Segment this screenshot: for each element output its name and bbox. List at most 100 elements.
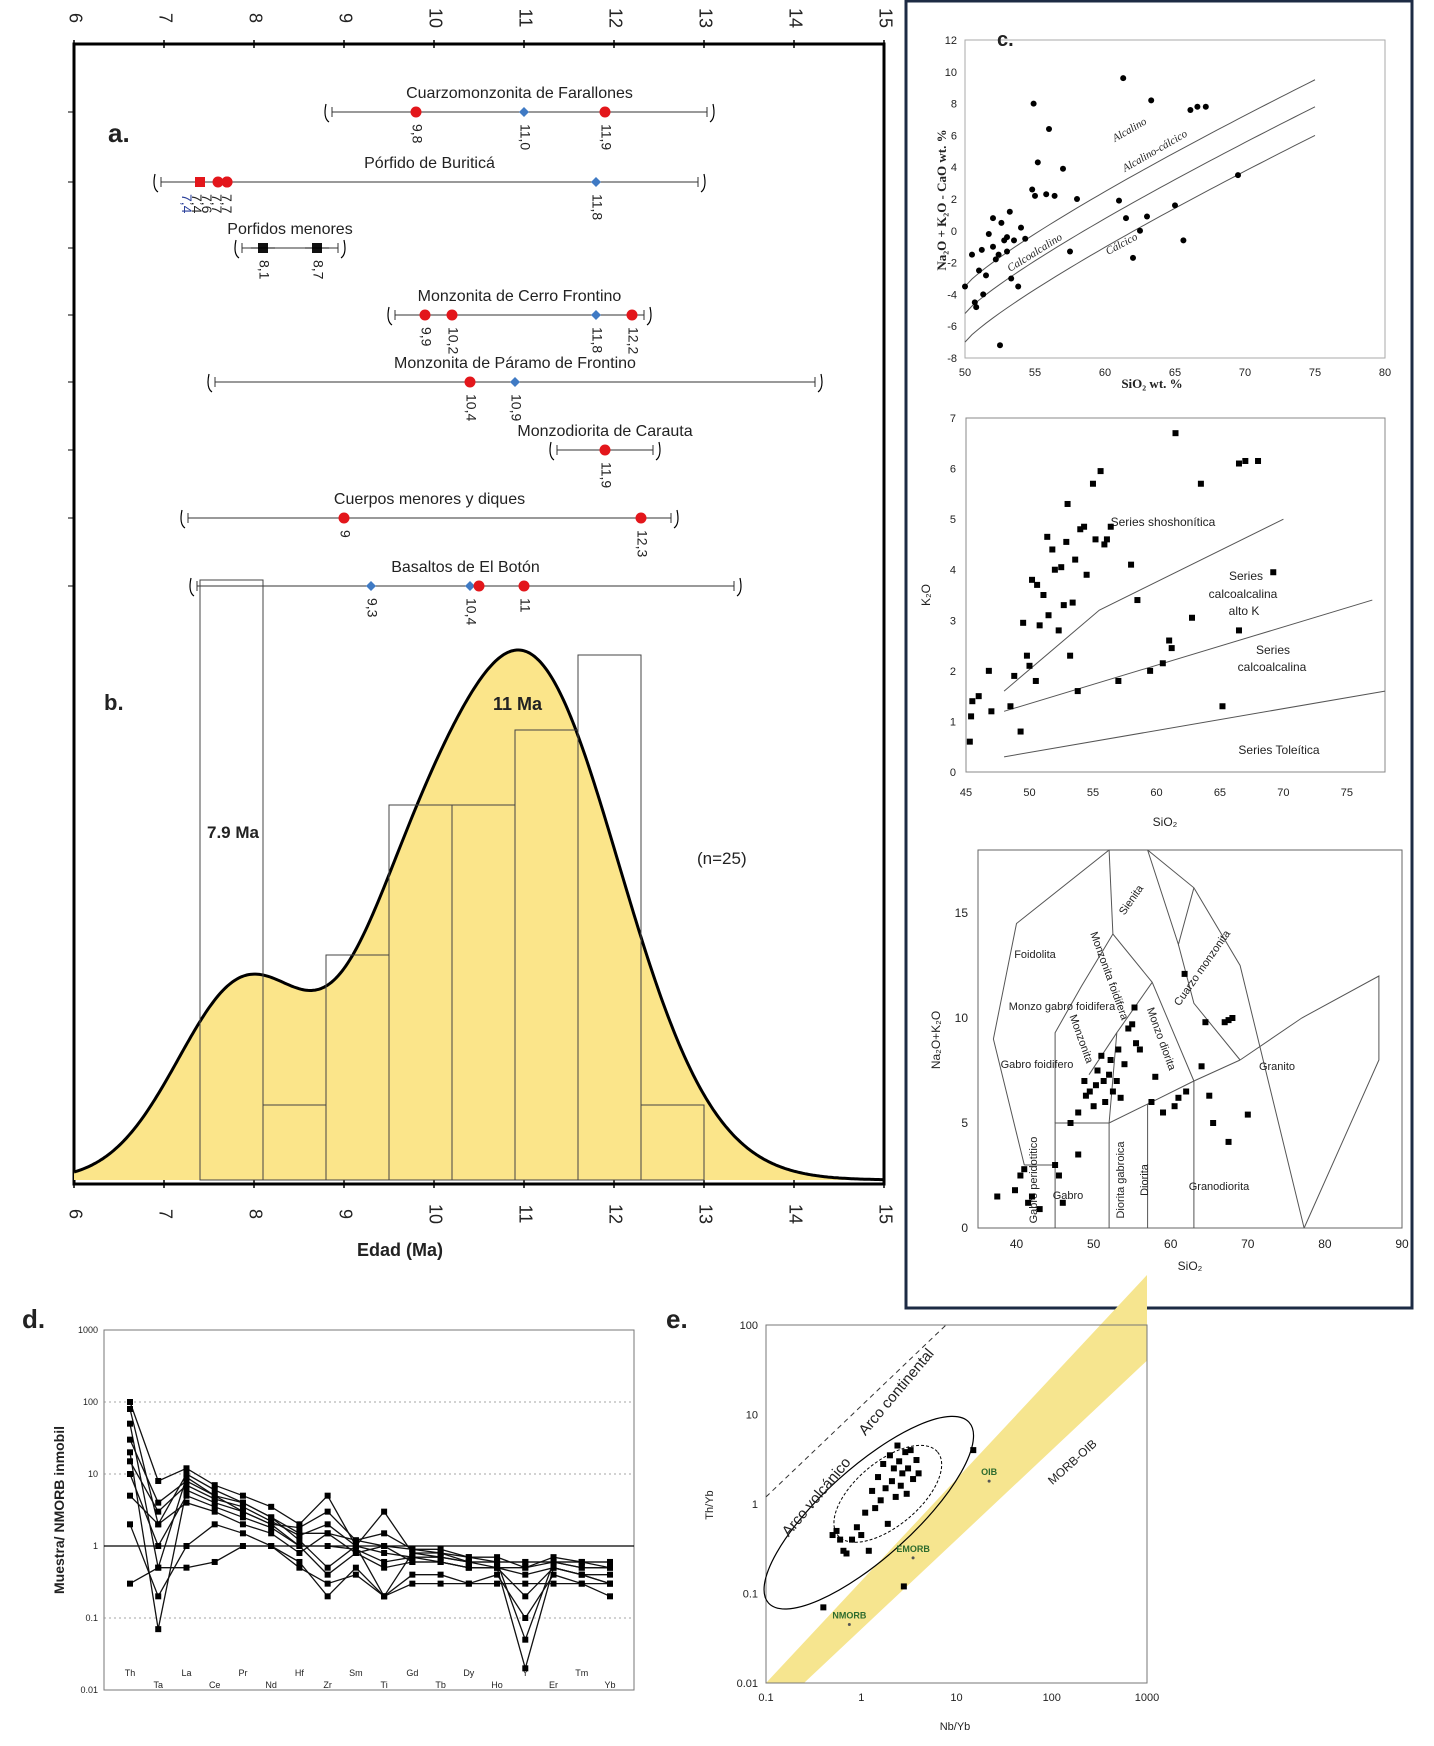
d-point <box>211 1492 218 1499</box>
bottom-tick-label: 15 <box>875 1204 895 1224</box>
c3-point <box>1131 1004 1138 1011</box>
c2-point <box>1051 566 1058 573</box>
age-marker-red <box>635 512 647 524</box>
c3-point <box>1202 1019 1209 1026</box>
c2-point <box>1007 703 1014 710</box>
d-point <box>239 1492 246 1499</box>
age-label: 8,1 <box>256 260 272 280</box>
age-label: 11 <box>517 598 533 613</box>
d-series-line <box>129 1523 610 1620</box>
d-point <box>465 1580 472 1587</box>
e-point <box>872 1505 879 1512</box>
unit-bracket-right <box>646 306 652 326</box>
c2-point <box>1097 468 1104 475</box>
panel-b-label: b. <box>104 690 124 715</box>
e-point <box>892 1493 899 1500</box>
d-xtick: Hf <box>295 1668 304 1678</box>
d-xtick: Yb <box>604 1680 615 1690</box>
c2-point <box>1197 480 1204 487</box>
d-point <box>324 1521 331 1528</box>
e-point <box>880 1460 887 1467</box>
c2-point <box>1023 652 1030 659</box>
e-point <box>899 1470 906 1477</box>
e-ytick: 0.1 <box>743 1589 758 1601</box>
d-series-line <box>129 1423 610 1642</box>
c2-point <box>1115 677 1122 684</box>
age-label: 10,9 <box>508 394 524 421</box>
c3-point <box>1183 1088 1190 1095</box>
c2-field-label: Series shoshonítica <box>1111 515 1216 529</box>
c1-ytick: -6 <box>947 321 957 333</box>
d-point <box>409 1571 416 1578</box>
c3-point <box>1160 1109 1167 1116</box>
e-point <box>884 1520 891 1527</box>
age-label: 7,4 <box>189 194 205 214</box>
c2-point <box>1069 599 1076 606</box>
c3-point <box>1121 1061 1128 1068</box>
c2-ytick: 6 <box>950 464 956 476</box>
d-point <box>211 1495 218 1502</box>
c2-point <box>968 713 975 720</box>
c3-point <box>1102 1099 1109 1105</box>
d-point <box>550 1558 557 1565</box>
c1-point <box>1004 248 1010 255</box>
d-point <box>127 1420 133 1427</box>
c1-point <box>985 230 992 237</box>
panel-b-n-label: (n=25) <box>697 849 747 868</box>
e-reference-point <box>911 1556 915 1560</box>
c3-field-label: Sienita <box>1117 882 1147 917</box>
c3-point <box>1244 1111 1251 1118</box>
d-point <box>127 1449 133 1456</box>
c2-point <box>1017 728 1024 735</box>
e-xlabel: Nb/Yb <box>940 1721 971 1733</box>
d-point <box>522 1580 529 1587</box>
c2-field-line <box>1003 518 1284 692</box>
c2-field-line <box>1004 690 1386 758</box>
c2-field-label: calcoalcalina <box>1209 587 1278 601</box>
d-point <box>522 1615 529 1621</box>
d-ytick: 0.01 <box>80 1685 98 1695</box>
unit-bracket-left <box>207 373 213 393</box>
c3-xlabel: SiO₂ <box>1178 1259 1203 1273</box>
d-point <box>437 1549 444 1556</box>
d-point <box>211 1521 218 1528</box>
e-point <box>869 1487 876 1494</box>
c3-point <box>1092 1082 1099 1089</box>
d-xtick: Tb <box>435 1680 446 1690</box>
panel-b-bottom-axis: 6 7 8 9 10 11 12 13 14 15 <box>65 1180 895 1224</box>
c2-point <box>1064 500 1071 507</box>
c2-point <box>1063 538 1070 545</box>
c2-field-label: alto K <box>1229 604 1260 618</box>
c1-xtick: 55 <box>1029 367 1041 379</box>
d-point <box>155 1508 162 1515</box>
d-point <box>155 1564 162 1571</box>
unit-name: Monzonita de Cerro Frontino <box>418 288 622 305</box>
c2-point <box>1081 523 1088 530</box>
c2-point <box>1166 637 1173 644</box>
c2-frame <box>965 417 1386 773</box>
d-xtick: Th <box>125 1668 136 1678</box>
d-point <box>296 1564 303 1571</box>
d-point <box>183 1471 190 1477</box>
c3-point <box>1012 1187 1019 1194</box>
d-point <box>352 1537 359 1544</box>
c3-point <box>1136 1046 1143 1053</box>
d-point <box>465 1558 472 1565</box>
c3-point <box>1025 1199 1032 1206</box>
d-ytick: 0.1 <box>85 1613 98 1623</box>
c3-field-line <box>1239 975 1380 1229</box>
c1-point <box>1006 208 1013 215</box>
d-xtick: Ti <box>381 1680 388 1690</box>
d-point <box>155 1593 162 1600</box>
panel-b-histogram <box>73 579 884 1182</box>
c2-point <box>1255 457 1262 464</box>
age-label: 11,9 <box>598 124 614 150</box>
c3-point <box>1129 1021 1136 1028</box>
e-point <box>865 1547 872 1554</box>
c2-field-label: calcoalcalina <box>1238 660 1307 674</box>
age-marker-red <box>338 512 350 524</box>
c3-point <box>1125 1025 1132 1032</box>
c1-point <box>1030 100 1037 107</box>
age-label: 10,4 <box>463 598 479 625</box>
d-point <box>239 1508 246 1515</box>
